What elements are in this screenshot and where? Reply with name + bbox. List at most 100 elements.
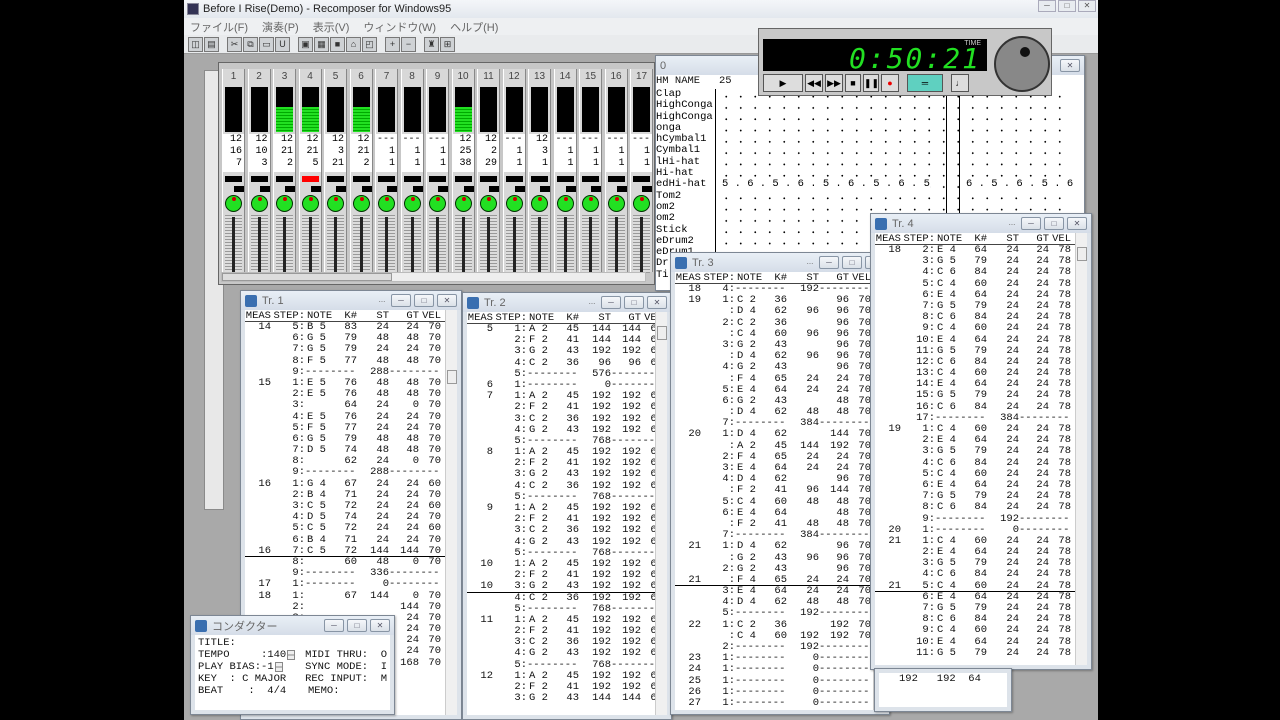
vertical-scrollbar[interactable] — [655, 312, 667, 715]
maximize-button[interactable]: □ — [842, 256, 862, 269]
table-row[interactable]: 4:G 24319219264 — [467, 648, 667, 659]
menu-item[interactable]: 表示(V) — [312, 21, 350, 34]
play-button[interactable]: ▶ — [763, 74, 803, 92]
table-row[interactable]: 17 1: --------- 0 --------- — [245, 579, 457, 590]
paste-icon[interactable]: ▭ — [259, 36, 274, 52]
table-row[interactable]: 9: --------- 192 --------- — [875, 514, 1087, 525]
volume-fader[interactable] — [225, 215, 242, 273]
table-row[interactable]: 19 1: C 2 36 96 70 — [675, 295, 885, 306]
minimize-button[interactable]: ─ — [391, 294, 411, 307]
table-row[interactable]: 2: F 4 65 24 24 70 — [675, 452, 885, 463]
table-row[interactable]: :C 4 60 192 192 70 — [675, 631, 885, 642]
table-row[interactable]: 91:A 24519219264 — [467, 503, 667, 514]
table-row[interactable]: 3:C 23619219264 — [467, 525, 667, 536]
table-row[interactable]: 11: G 5 79 24 24 78 — [875, 648, 1087, 659]
table-row[interactable]: 3:G 24319219264 — [467, 346, 667, 357]
table-row[interactable]: 7: D 5 74 48 48 70 — [245, 445, 457, 456]
table-row[interactable]: 20 1: D 4 62 144 70 — [675, 429, 885, 440]
solo-switch[interactable] — [616, 186, 627, 192]
table-row[interactable]: 9: --------- 288 --------- — [245, 467, 457, 478]
table-row[interactable]: 2: G 2 43 96 70 — [675, 564, 885, 575]
tempo-spinner[interactable] — [287, 650, 296, 660]
table-row[interactable]: 2:F 24114414464 — [467, 335, 667, 346]
volume-fader[interactable] — [276, 215, 293, 273]
table-row[interactable]: 4: D 5 74 24 24 70 — [245, 512, 457, 523]
solo-switch[interactable] — [591, 186, 601, 192]
table-row[interactable]: 5: --------- 768 --------- — [467, 492, 667, 503]
table-row[interactable]: 5: --------- 768 --------- — [467, 660, 667, 671]
table-row[interactable]: 7: G 5 79 24 24 78 — [875, 603, 1087, 614]
solo-switch[interactable] — [412, 186, 423, 192]
table-row[interactable]: 9: --------- 288 --------- — [245, 367, 457, 378]
volume-fader[interactable] — [403, 215, 421, 273]
volume-fader[interactable] — [480, 215, 497, 273]
table-row[interactable]: 14: E 4 64 24 24 78 — [875, 379, 1087, 390]
minimize-button[interactable]: ─ — [1021, 217, 1041, 230]
table-row[interactable]: 16 7: C 5 72 144 144 70 — [245, 546, 457, 557]
mute-indicator[interactable] — [378, 176, 395, 182]
table-row[interactable]: 111:A 24519219264 — [467, 615, 667, 626]
mute-indicator[interactable] — [327, 176, 344, 182]
table-row[interactable]: 2: E 5 76 48 48 70 — [245, 389, 457, 400]
table-row[interactable]: 2: 144 70 — [245, 602, 457, 613]
t3-icon[interactable]: ■ — [330, 36, 345, 52]
close-button[interactable]: ✕ — [1067, 217, 1087, 230]
table-row[interactable]: :D 4 62 96 96 70 — [675, 306, 885, 317]
table-row[interactable]: 81:A 24519219264 — [467, 447, 667, 458]
mute-indicator[interactable] — [301, 176, 319, 182]
table-row[interactable]: :F 2 41 96 144 70 — [675, 485, 885, 496]
table-row[interactable]: 4:C 23619219264 — [467, 481, 667, 492]
table-row[interactable]: 4: E 5 76 24 24 70 — [245, 412, 457, 423]
table-row[interactable]: 2: B 4 71 24 24 70 — [245, 490, 457, 501]
solo-switch[interactable] — [310, 186, 321, 192]
table-row[interactable]: 3:C 23619219264 — [467, 414, 667, 425]
solo-switch[interactable] — [387, 186, 397, 192]
table-row[interactable]: 5: E 4 64 24 24 70 — [675, 385, 885, 396]
volume-fader[interactable] — [378, 215, 395, 273]
table-row[interactable]: 3: 64 24 0 70 — [245, 400, 457, 411]
solo-switch[interactable] — [438, 186, 448, 192]
table-row[interactable]: 5: --------- 768 --------- — [467, 548, 667, 559]
solo-switch[interactable] — [463, 186, 474, 192]
table-row[interactable]: 25 1: --------- 0 --------- — [675, 676, 885, 687]
table-row[interactable]: 5: C 4 60 24 24 78 — [875, 469, 1087, 480]
loop-button[interactable]: ═ — [907, 74, 943, 92]
close-button[interactable]: ✕ — [647, 296, 667, 309]
pan-knob[interactable] — [378, 195, 395, 212]
table-row[interactable]: 2:F 24119219264 — [467, 682, 667, 693]
table-row[interactable]: 21 1: C 4 60 24 24 78 — [875, 536, 1087, 547]
table-row[interactable]: 23 1: --------- 0 --------- — [675, 653, 885, 664]
table-row[interactable]: 4:C 23619219264 — [467, 593, 667, 604]
table-row[interactable]: 121:A 24519219264 — [467, 671, 667, 682]
new-icon[interactable]: ◫ — [188, 36, 203, 52]
maximize-button[interactable]: □ — [1058, 0, 1076, 12]
table-row[interactable]: 15: G 5 79 24 24 78 — [875, 390, 1087, 401]
minimize-button[interactable]: ─ — [1038, 0, 1056, 12]
table-row[interactable]: 6: B 4 71 24 24 70 — [245, 535, 457, 546]
table-row[interactable]: 3: G 5 79 24 24 78 — [875, 256, 1087, 267]
table-row[interactable]: 27 1: --------- 0 --------- — [675, 698, 885, 709]
pan-knob[interactable] — [480, 195, 497, 212]
metronome-button[interactable]: ♩ — [951, 74, 969, 92]
table-row[interactable]: 4: D 4 62 96 70 — [675, 474, 885, 485]
table-row[interactable]: 6: E 4 64 24 24 78 — [875, 290, 1087, 301]
table-row[interactable]: 5: C 5 72 24 24 60 — [245, 523, 457, 534]
table-row[interactable]: 18 2: E 4 64 24 24 78 — [875, 245, 1087, 256]
table-row[interactable]: 11: G 5 79 24 24 78 — [875, 346, 1087, 357]
volume-fader[interactable] — [454, 215, 472, 273]
solo-switch[interactable] — [642, 186, 652, 192]
table-row[interactable]: 2: --------- 192 --------- — [675, 642, 885, 653]
table-row[interactable]: 2:F 24119219264 — [467, 402, 667, 413]
table-row[interactable]: 5: --------- 192 --------- — [675, 608, 885, 619]
solo-switch[interactable] — [259, 186, 270, 192]
table-row[interactable]: 19 1: C 4 60 24 24 78 — [875, 424, 1087, 435]
table-row[interactable]: 2:F 24119219264 — [467, 570, 667, 581]
table-row[interactable]: 51:A 24514414464 — [467, 324, 667, 335]
menu-item[interactable]: 演奏(P) — [262, 21, 299, 34]
table-row[interactable]: 3: C 5 72 24 24 60 — [245, 501, 457, 512]
table-row[interactable]: 8: 60 48 0 70 — [245, 557, 457, 568]
volume-fader[interactable] — [633, 215, 650, 273]
table-row[interactable]: 7: --------- 384 --------- — [675, 418, 885, 429]
pan-knob[interactable] — [327, 195, 344, 212]
pan-knob[interactable] — [505, 195, 523, 212]
